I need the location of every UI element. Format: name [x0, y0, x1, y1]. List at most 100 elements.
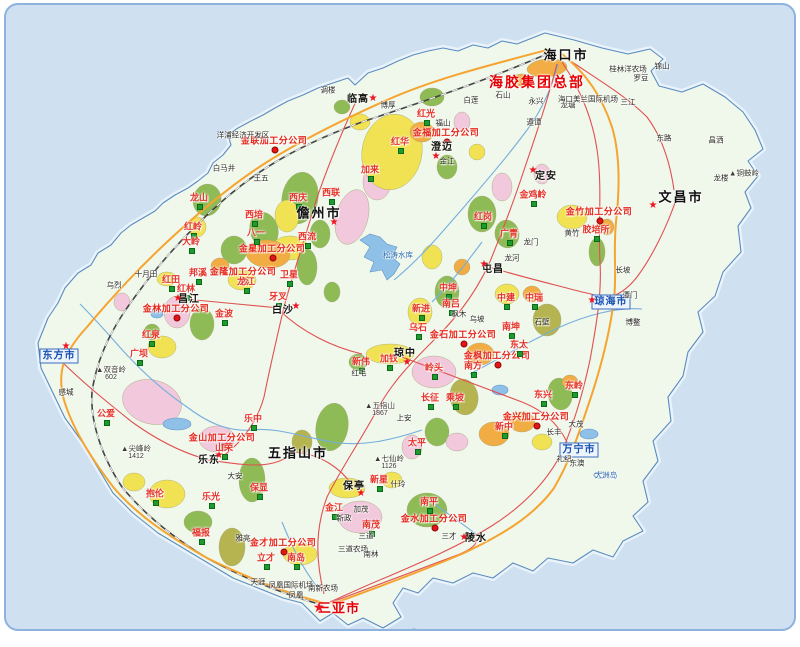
factory-marker-icon	[596, 217, 604, 225]
farm-marker-icon	[507, 240, 513, 246]
label-farm: 中建	[496, 292, 516, 303]
label-farm: 岭头	[424, 362, 444, 373]
county-star-marker: ★	[173, 293, 183, 304]
farm-marker-icon	[199, 539, 205, 545]
farm-marker-icon	[222, 320, 228, 326]
label-farm: 红田	[161, 274, 181, 285]
county-star-marker: ★	[431, 151, 441, 162]
farm-marker-icon	[428, 404, 434, 410]
label-county: 乐东	[198, 455, 220, 466]
label-farm: 金江	[324, 502, 344, 513]
label-citybox: 东方市	[39, 348, 79, 364]
label-town: 福山	[435, 118, 451, 128]
farm-marker-icon	[296, 204, 302, 210]
label-town: 凤凰	[288, 590, 304, 600]
farm-marker-icon	[471, 372, 477, 378]
label-farm: 金鸡岭	[519, 189, 547, 200]
label-county: 白沙	[272, 305, 294, 316]
label-citybox: 琼海市	[591, 294, 631, 310]
farm-marker-icon	[169, 286, 175, 292]
label-city: 五指山市	[267, 445, 329, 461]
label-town: 昌洒	[708, 135, 724, 145]
label-farm: 红岭	[183, 221, 203, 232]
label-farm: 牙叉	[268, 291, 288, 302]
farm-marker-icon	[453, 404, 459, 410]
label-town: 乌烈	[106, 280, 122, 290]
label-hq: 海胶集团总部	[489, 74, 585, 90]
label-farm: 新伟	[351, 356, 371, 367]
label-town: 红毛	[351, 368, 367, 378]
farm-marker-icon	[446, 294, 452, 300]
farm-marker-icon	[432, 374, 438, 380]
farm-marker-icon	[415, 449, 421, 455]
label-branch: 金才加工分公司	[249, 537, 317, 548]
label-farm: 福报	[191, 527, 211, 538]
farm-marker-icon	[387, 365, 393, 371]
farm-marker-icon	[257, 494, 263, 500]
label-farm: 新星	[369, 474, 389, 485]
label-town: 永兴	[528, 96, 544, 106]
label-county: 昌江	[178, 294, 200, 305]
label-farm: 乐光	[201, 491, 221, 502]
label-town: 上安	[396, 413, 412, 423]
label-farm: 南吕	[441, 298, 461, 309]
label-farm: 中坤	[438, 282, 458, 293]
label-farm: 南茂	[361, 519, 381, 530]
label-farm: 红林	[176, 283, 196, 294]
label-county: 澄迈	[431, 142, 453, 153]
factory-marker-icon	[443, 138, 451, 146]
label-county: 琼中	[394, 348, 416, 359]
label-town: 三道	[358, 531, 374, 541]
label-farm: 八一	[246, 227, 266, 238]
label-farm: 广坝	[129, 348, 149, 359]
label-town: 长坡	[615, 265, 631, 275]
label-town: 龙楼	[713, 173, 729, 183]
label-farm: 加来	[360, 164, 380, 175]
label-town: 王五	[253, 173, 269, 183]
label-farm: 山荣	[214, 442, 234, 453]
hainan-rubber-map[interactable]: 海胶集团总部 金福加工分公司 金联加工分公司 金星加工分公司 金隆加工分公司 金林加工分公…	[6, 5, 794, 629]
label-mtn: ▲七仙岭 1126	[374, 453, 404, 470]
label-farm: 西庆	[288, 192, 308, 203]
label-town: 龙河	[504, 253, 520, 263]
farm-marker-icon	[294, 564, 300, 570]
label-farm: 卫星	[279, 269, 299, 280]
county-star-marker: ★	[356, 488, 366, 499]
label-branch: 金星加工分公司	[238, 243, 306, 254]
farm-marker-icon	[264, 564, 270, 570]
label-farm: 乐中	[243, 413, 263, 424]
farm-marker-icon	[197, 204, 203, 210]
label-farm: 西培	[244, 209, 264, 220]
label-farm: 龙江	[236, 276, 256, 287]
label-farm: 立才	[256, 552, 276, 563]
label-town: 大茂	[568, 419, 584, 429]
farm-marker-icon	[153, 500, 159, 506]
farm-marker-icon	[104, 420, 110, 426]
label-farm: 长征	[420, 392, 440, 403]
farm-marker-icon	[222, 454, 228, 460]
island-shape	[37, 32, 764, 629]
label-branch: 金山加工分公司	[188, 432, 256, 443]
factory-marker-icon	[269, 254, 277, 262]
label-town: 南新农场	[308, 583, 338, 593]
label-county: 定安	[535, 171, 557, 182]
label-water: 大洲岛	[594, 470, 618, 480]
label-branch: 金竹加工分公司	[565, 206, 633, 217]
farm-marker-icon	[449, 310, 455, 316]
label-farm: 龙山	[189, 192, 209, 203]
label-branch: 金枫加工分公司	[463, 350, 531, 361]
label-town: 龙门	[523, 237, 539, 247]
farm-marker-icon	[137, 360, 143, 366]
label-town: 三才	[441, 531, 457, 541]
label-farm: 乘坡	[445, 392, 465, 403]
label-town: 龙塘	[560, 100, 576, 110]
label-town: 博厚	[380, 100, 396, 110]
label-farm: 胶培所	[582, 224, 610, 235]
label-town: 石山	[495, 90, 511, 100]
county-star-marker: ★	[459, 532, 469, 543]
farm-marker-icon	[276, 303, 282, 309]
farm-marker-icon	[191, 233, 197, 239]
label-farm: 红泉	[141, 329, 161, 340]
label-town: 十月田	[134, 269, 158, 279]
